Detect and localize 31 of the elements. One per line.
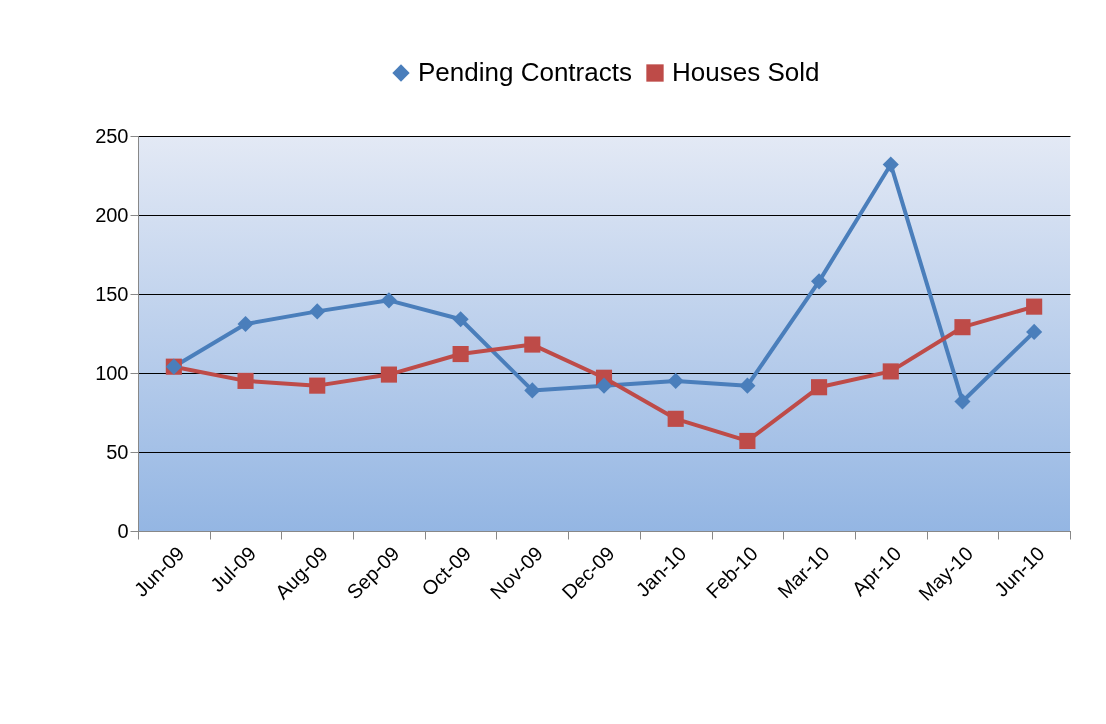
point <box>524 336 541 353</box>
point <box>954 393 971 410</box>
legend-label: Houses Sold <box>672 57 820 87</box>
point <box>1026 323 1043 340</box>
y-tick-label: 200 <box>95 203 129 226</box>
point <box>954 319 971 336</box>
y-tick-label: 100 <box>95 361 129 384</box>
point <box>882 363 899 380</box>
point <box>309 303 326 320</box>
point <box>739 432 756 449</box>
point <box>882 156 899 173</box>
point <box>309 377 326 394</box>
point <box>667 410 684 427</box>
point <box>452 345 469 363</box>
point <box>237 315 254 333</box>
point <box>811 273 828 290</box>
point <box>739 377 756 394</box>
point <box>380 292 397 309</box>
point <box>811 379 828 396</box>
point <box>524 382 541 399</box>
y-tick-label: 150 <box>95 282 129 305</box>
point <box>667 372 684 389</box>
point <box>237 372 254 389</box>
point <box>452 311 469 328</box>
y-tick-label: 250 <box>95 124 129 147</box>
point <box>1026 298 1043 315</box>
point <box>380 366 397 383</box>
legend-label: Pending Contracts <box>418 57 632 87</box>
y-tick-label: 50 <box>106 440 129 463</box>
y-tick-label: 0 <box>117 519 129 542</box>
point <box>595 377 613 394</box>
